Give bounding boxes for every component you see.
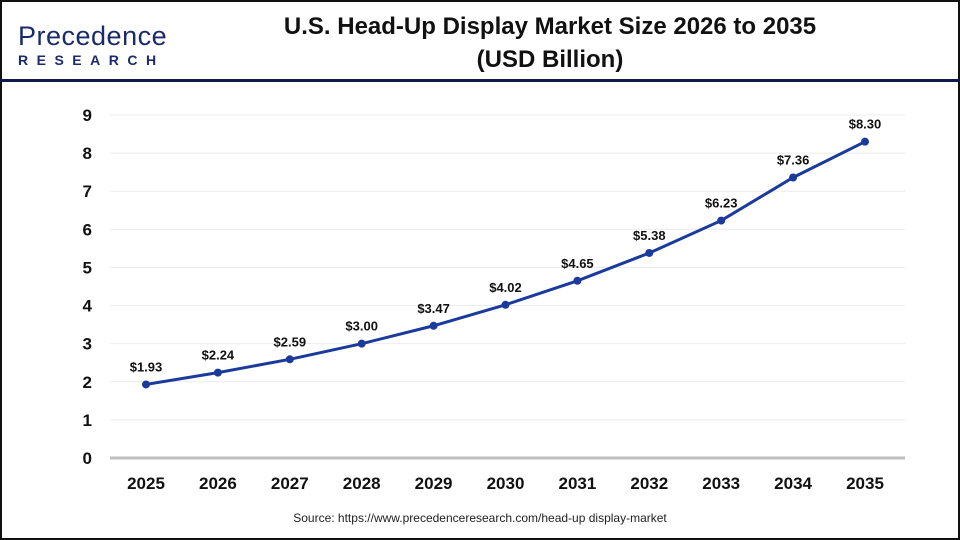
y-tick-label: 7 <box>83 182 92 201</box>
data-label: $4.65 <box>561 256 594 271</box>
logo-line1: Precedence <box>18 21 168 51</box>
data-label: $6.23 <box>705 196 738 211</box>
data-label: $7.36 <box>777 153 810 168</box>
data-point <box>213 368 222 377</box>
y-tick-label: 2 <box>83 373 92 392</box>
data-point <box>357 339 366 348</box>
header-divider <box>0 79 960 82</box>
data-point <box>573 276 582 285</box>
data-label: $3.47 <box>417 301 450 316</box>
data-label: $1.93 <box>130 359 163 374</box>
y-tick-label: 4 <box>83 297 93 316</box>
x-tick-label: 2027 <box>271 474 309 493</box>
x-tick-label: 2031 <box>558 474 596 493</box>
y-tick-label: 9 <box>83 106 92 125</box>
data-label: $8.30 <box>849 117 882 132</box>
data-point <box>429 321 438 330</box>
data-point <box>861 137 869 146</box>
data-point <box>285 355 294 364</box>
y-tick-label: 3 <box>83 335 92 354</box>
x-tick-label: 2033 <box>702 474 740 493</box>
y-tick-label: 1 <box>83 411 92 430</box>
data-label: $2.59 <box>274 334 307 349</box>
x-tick-label: 2032 <box>630 474 668 493</box>
x-tick-label: 2029 <box>415 474 453 493</box>
y-tick-label: 0 <box>83 449 92 468</box>
data-point <box>789 173 798 182</box>
y-tick-label: 6 <box>83 220 92 239</box>
x-tick-label: 2026 <box>199 474 237 493</box>
x-tick-label: 2035 <box>846 474 884 493</box>
data-label: $4.02 <box>489 280 522 295</box>
data-label: $3.00 <box>345 319 378 334</box>
title-line: U.S. Head-Up Display Market Size 2026 to… <box>283 13 817 40</box>
data-point <box>645 248 654 257</box>
series-line <box>145 140 866 386</box>
chart-title: U.S. Head-Up Display Market Size 2026 to… <box>230 10 870 76</box>
data-point <box>501 300 510 309</box>
data-label: $5.38 <box>633 228 666 243</box>
subtitle-line: (USD Billion) <box>476 46 624 73</box>
x-tick-label: 2030 <box>487 474 525 493</box>
data-label: $2.24 <box>202 348 235 363</box>
y-tick-label: 5 <box>83 258 92 277</box>
x-tick-label: 2025 <box>127 474 165 493</box>
y-tick-label: 8 <box>83 144 92 163</box>
logo-line2: RESEARCH <box>18 52 165 68</box>
data-point <box>717 216 726 225</box>
x-tick-label: 2028 <box>343 474 381 493</box>
data-point <box>142 380 150 389</box>
x-tick-label: 2034 <box>774 474 812 493</box>
source-note: Source: https://www.precedenceresearch.c… <box>293 511 667 525</box>
precedence-research-logo: Precedence RESEARCH <box>18 22 167 68</box>
